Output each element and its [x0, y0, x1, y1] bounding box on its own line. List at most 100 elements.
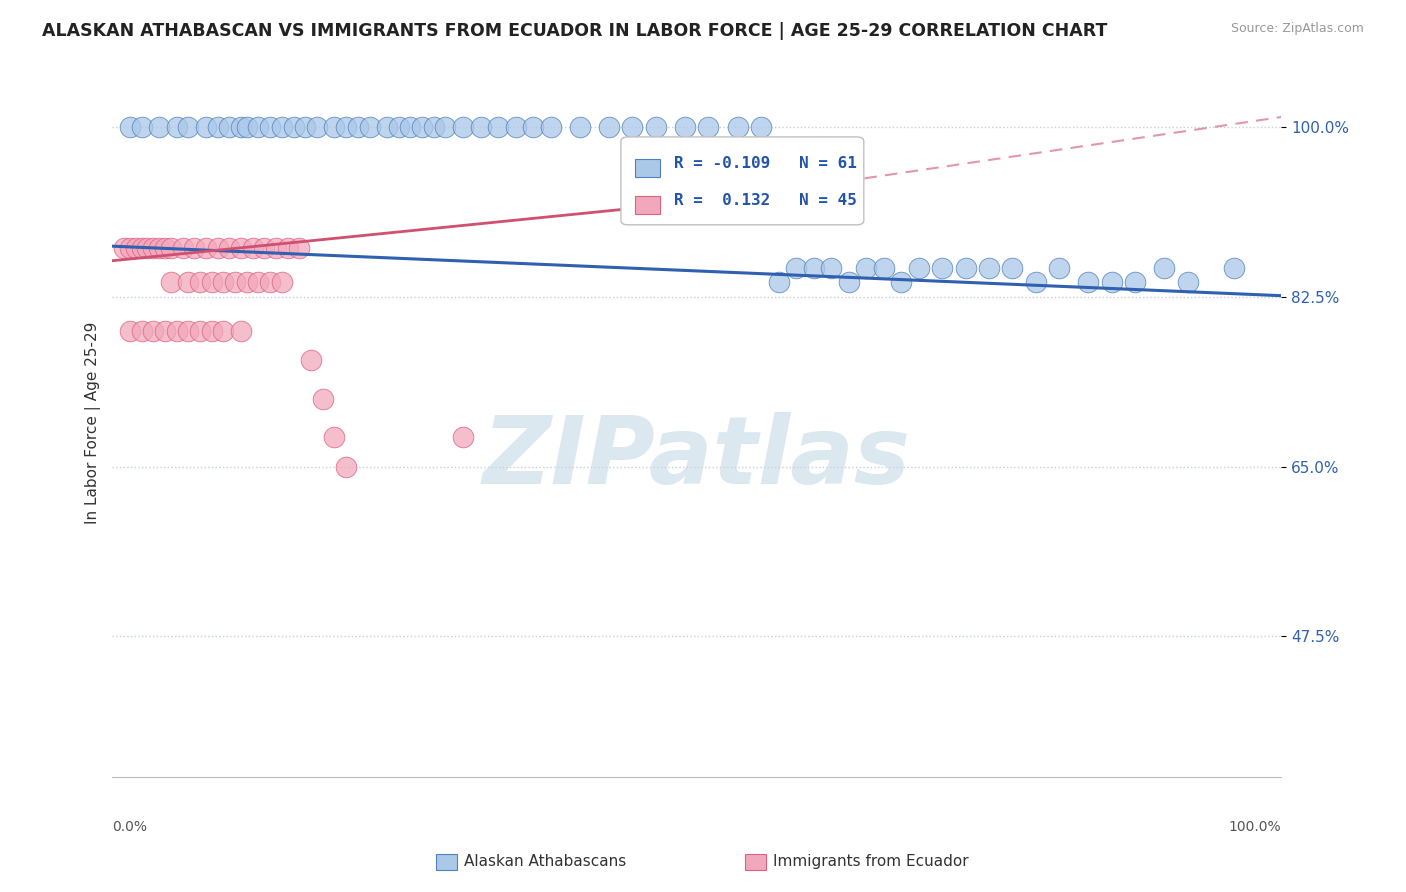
Point — [375, 120, 398, 134]
Point — [153, 324, 176, 338]
Point — [820, 260, 842, 275]
Point — [568, 120, 591, 134]
Point — [229, 120, 252, 134]
Point — [838, 275, 860, 289]
Point — [598, 120, 620, 134]
Point — [247, 275, 270, 289]
Point — [183, 241, 205, 255]
Point — [264, 241, 287, 255]
Point — [253, 241, 276, 255]
Point — [177, 324, 200, 338]
Text: ALASKAN ATHABASCAN VS IMMIGRANTS FROM ECUADOR IN LABOR FORCE | AGE 25-29 CORRELA: ALASKAN ATHABASCAN VS IMMIGRANTS FROM EC… — [42, 22, 1108, 40]
Point — [288, 241, 311, 255]
Point — [522, 120, 544, 134]
Point — [131, 241, 153, 255]
Point — [451, 430, 474, 444]
Point — [1153, 260, 1175, 275]
Point — [855, 260, 877, 275]
Text: R = -0.109   N = 61: R = -0.109 N = 61 — [675, 156, 858, 171]
Point — [131, 324, 153, 338]
Point — [785, 260, 807, 275]
Point — [644, 120, 666, 134]
Text: Immigrants from Ecuador: Immigrants from Ecuador — [773, 855, 969, 869]
Point — [312, 392, 335, 406]
Point — [131, 120, 153, 134]
Point — [1177, 275, 1199, 289]
Text: 100.0%: 100.0% — [1229, 820, 1281, 834]
Point — [1047, 260, 1070, 275]
Point — [212, 275, 235, 289]
Point — [201, 275, 224, 289]
Point — [621, 120, 644, 134]
Point — [768, 275, 790, 289]
Point — [247, 120, 270, 134]
Point — [451, 120, 474, 134]
Point — [673, 120, 696, 134]
Point — [486, 120, 509, 134]
Point — [242, 241, 264, 255]
Point — [270, 275, 292, 289]
Point — [955, 260, 977, 275]
Point — [177, 120, 200, 134]
Point — [305, 120, 328, 134]
Point — [172, 241, 194, 255]
Point — [207, 120, 229, 134]
Point — [727, 120, 749, 134]
Text: ZIPatlas: ZIPatlas — [482, 412, 911, 504]
Point — [118, 120, 141, 134]
Point — [335, 459, 357, 474]
Point — [236, 275, 259, 289]
Point — [148, 120, 170, 134]
Point — [160, 241, 183, 255]
Point — [890, 275, 912, 289]
Point — [259, 120, 281, 134]
Point — [873, 260, 896, 275]
Point — [218, 241, 240, 255]
Point — [335, 120, 357, 134]
Point — [125, 241, 148, 255]
Point — [931, 260, 953, 275]
Point — [188, 275, 211, 289]
Y-axis label: In Labor Force | Age 25-29: In Labor Force | Age 25-29 — [86, 322, 101, 524]
Point — [142, 324, 165, 338]
Point — [505, 120, 527, 134]
Point — [907, 260, 929, 275]
Point — [188, 324, 211, 338]
Point — [118, 324, 141, 338]
Text: Source: ZipAtlas.com: Source: ZipAtlas.com — [1230, 22, 1364, 36]
Point — [423, 120, 446, 134]
Point — [136, 241, 159, 255]
Point — [236, 120, 259, 134]
Point — [299, 352, 322, 367]
Point — [1001, 260, 1024, 275]
Point — [259, 275, 281, 289]
Point — [212, 324, 235, 338]
Point — [277, 241, 299, 255]
Point — [224, 275, 246, 289]
Point — [1123, 275, 1146, 289]
Text: 0.0%: 0.0% — [112, 820, 148, 834]
Point — [118, 241, 141, 255]
Point — [194, 120, 217, 134]
Point — [270, 120, 292, 134]
Point — [177, 275, 200, 289]
Point — [166, 324, 188, 338]
Point — [229, 324, 252, 338]
Point — [229, 241, 252, 255]
Point — [112, 241, 135, 255]
Point — [411, 120, 433, 134]
Point — [749, 120, 772, 134]
Point — [697, 120, 720, 134]
Point — [347, 120, 370, 134]
Point — [160, 275, 183, 289]
Point — [194, 241, 217, 255]
Point — [388, 120, 411, 134]
Point — [283, 120, 305, 134]
Point — [294, 120, 316, 134]
Point — [142, 241, 165, 255]
Point — [323, 120, 346, 134]
Point — [470, 120, 492, 134]
Point — [1101, 275, 1123, 289]
Point — [359, 120, 381, 134]
Point — [1077, 275, 1099, 289]
